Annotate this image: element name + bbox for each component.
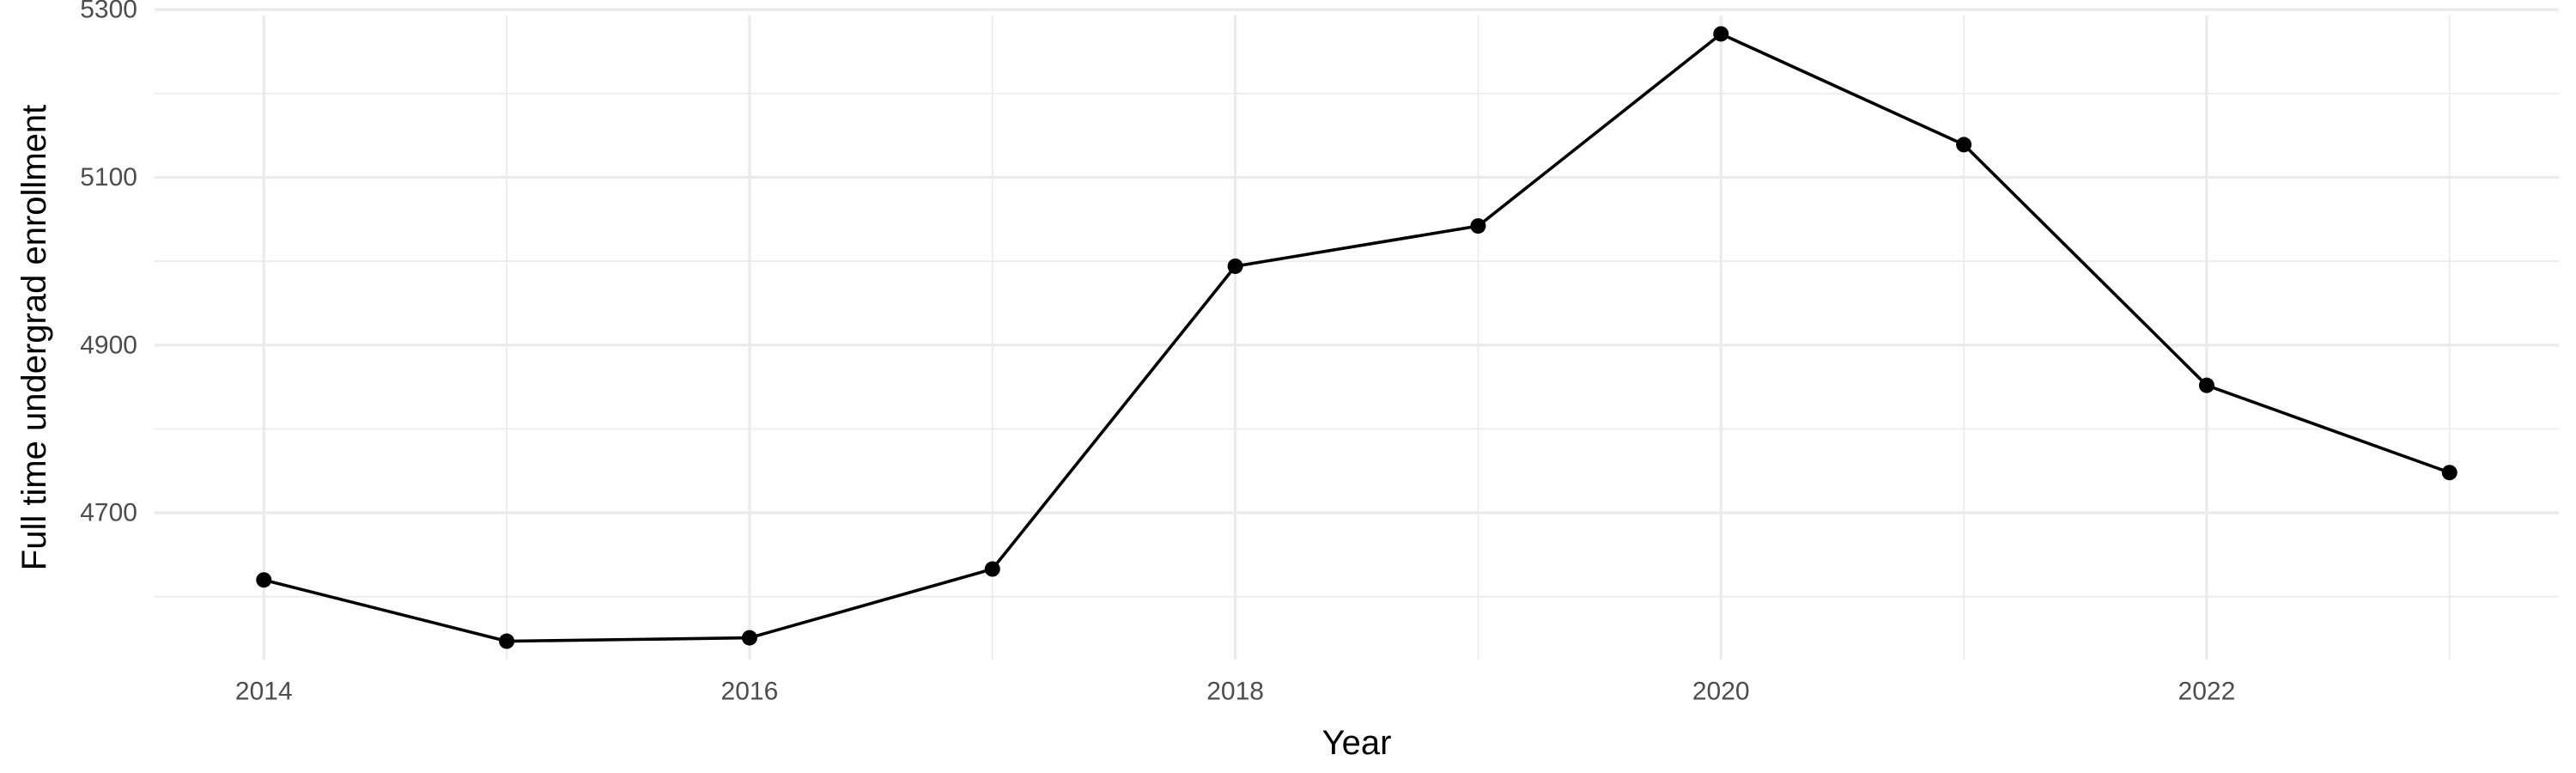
data-point bbox=[1713, 26, 1729, 42]
x-tick-label: 2020 bbox=[1692, 678, 1750, 706]
data-point bbox=[499, 633, 515, 649]
data-point bbox=[741, 630, 757, 646]
y-tick-label: 5300 bbox=[80, 0, 137, 24]
x-tick-label: 2022 bbox=[2178, 678, 2236, 706]
y-tick-label: 4700 bbox=[80, 499, 137, 527]
series-line bbox=[263, 32, 2451, 643]
x-tick-label: 2018 bbox=[1206, 678, 1264, 706]
y-tick-label: 4900 bbox=[80, 331, 137, 359]
x-tick-label: 2014 bbox=[235, 678, 293, 706]
x-axis-ticks: 2014 2016 2018 2020 2022 bbox=[235, 678, 2235, 706]
data-point bbox=[1227, 258, 1243, 274]
data-point bbox=[256, 572, 272, 588]
data-point bbox=[2198, 377, 2215, 393]
data-point bbox=[2441, 465, 2458, 481]
data-point bbox=[984, 561, 1000, 577]
y-axis-ticks: 4700 4900 5100 5300 bbox=[80, 0, 137, 527]
gridlines bbox=[155, 8, 2559, 660]
series-group bbox=[256, 26, 2458, 649]
y-tick-label: 5100 bbox=[80, 163, 137, 192]
data-point bbox=[1470, 218, 1486, 234]
y-axis-title: Full time undergrad enrollment bbox=[15, 105, 53, 570]
data-point bbox=[1956, 137, 1972, 153]
x-axis-title: Year bbox=[1322, 724, 1392, 762]
x-tick-label: 2016 bbox=[721, 678, 779, 706]
